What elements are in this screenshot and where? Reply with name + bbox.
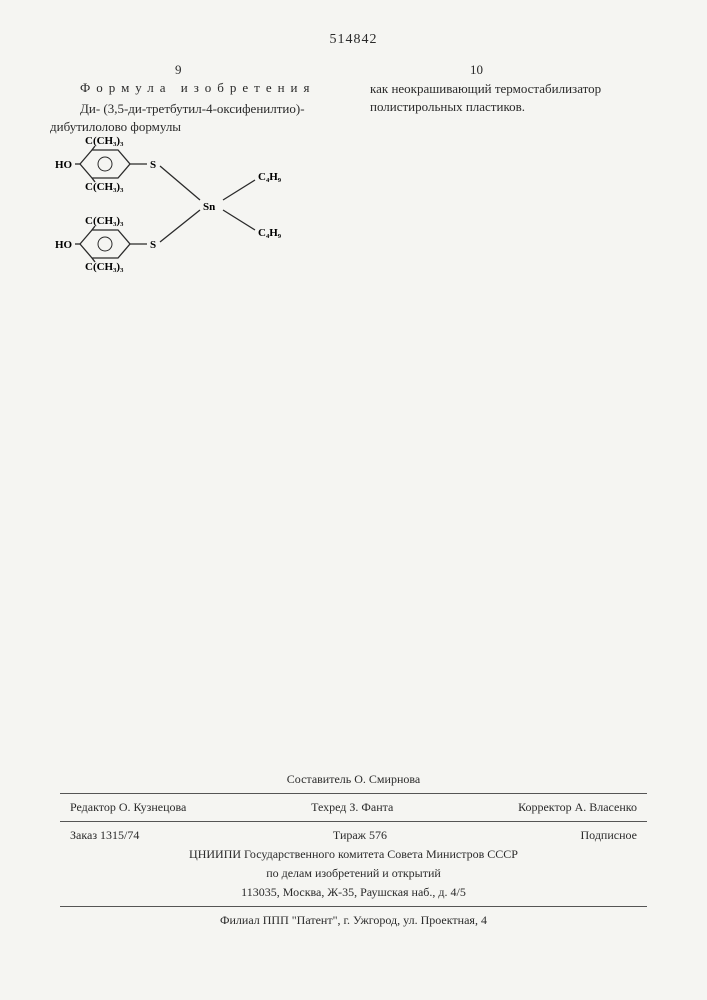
footer-tirazh: Тираж 576 bbox=[333, 828, 387, 843]
chemical-structure: HO C(CH₃)₃ C(CH₃)₃ S HO C(CH₃)₃ C(CH₃)₃ … bbox=[55, 130, 325, 290]
footer-tehred: Техред З. Фанта bbox=[311, 800, 393, 815]
tbu-label-bot2: C(CH₃)₃ bbox=[85, 261, 124, 273]
tbu-label-top2: C(CH₃)₃ bbox=[85, 181, 124, 193]
footer-compiler: Составитель О. Смирнова bbox=[60, 770, 647, 789]
patent-number: 514842 bbox=[330, 32, 378, 48]
s-label-top: S bbox=[150, 159, 156, 171]
sn-label: Sn bbox=[203, 201, 215, 213]
column-number-right: 10 bbox=[470, 62, 483, 78]
butyl-label-top: C₄H₉ bbox=[258, 171, 282, 183]
ho-label-top: HO bbox=[55, 159, 73, 171]
footer-podpisnoe: Подписное bbox=[581, 828, 638, 843]
footer-org2: по делам изобретений и открытий bbox=[60, 864, 647, 883]
tbu-label-bot1: C(CH₃)₃ bbox=[85, 215, 124, 227]
footer-order: Заказ 1315/74 bbox=[70, 828, 139, 843]
footer-block: Составитель О. Смирнова Редактор О. Кузн… bbox=[60, 770, 647, 930]
right-text: как неокрашивающий термостабилизатор пол… bbox=[370, 80, 670, 115]
bottom-phenol-group: HO C(CH₃)₃ C(CH₃)₃ S bbox=[55, 215, 156, 273]
footer-address2: Филиал ППП "Патент", г. Ужгород, ул. Про… bbox=[60, 911, 647, 930]
s-label-bot: S bbox=[150, 239, 156, 251]
left-text-1: Ди- (3,5-ди-третбутил-4-оксифенилтио)- bbox=[50, 100, 350, 118]
tin-center: Sn C₄H₉ C₄H₉ bbox=[160, 166, 282, 242]
footer-org1: ЦНИИПИ Государственного комитета Совета … bbox=[60, 845, 647, 864]
right-column: как неокрашивающий термостабилизатор пол… bbox=[370, 80, 670, 115]
footer-editor: Редактор О. Кузнецова bbox=[70, 800, 186, 815]
column-number-left: 9 bbox=[175, 62, 182, 78]
butyl-label-bot: C₄H₉ bbox=[258, 227, 282, 239]
footer-corrector: Корректор А. Власенко bbox=[518, 800, 637, 815]
formula-heading: Формула изобретения bbox=[50, 80, 350, 96]
left-column: Формула изобретения Ди- (3,5-ди-третбути… bbox=[50, 80, 350, 135]
ho-label-bot: HO bbox=[55, 239, 73, 251]
tbu-label-top1: C(CH₃)₃ bbox=[85, 135, 124, 147]
footer-address1: 113035, Москва, Ж-35, Раушская наб., д. … bbox=[60, 883, 647, 902]
top-phenol-group: HO C(CH₃)₃ C(CH₃)₃ S bbox=[55, 135, 156, 193]
